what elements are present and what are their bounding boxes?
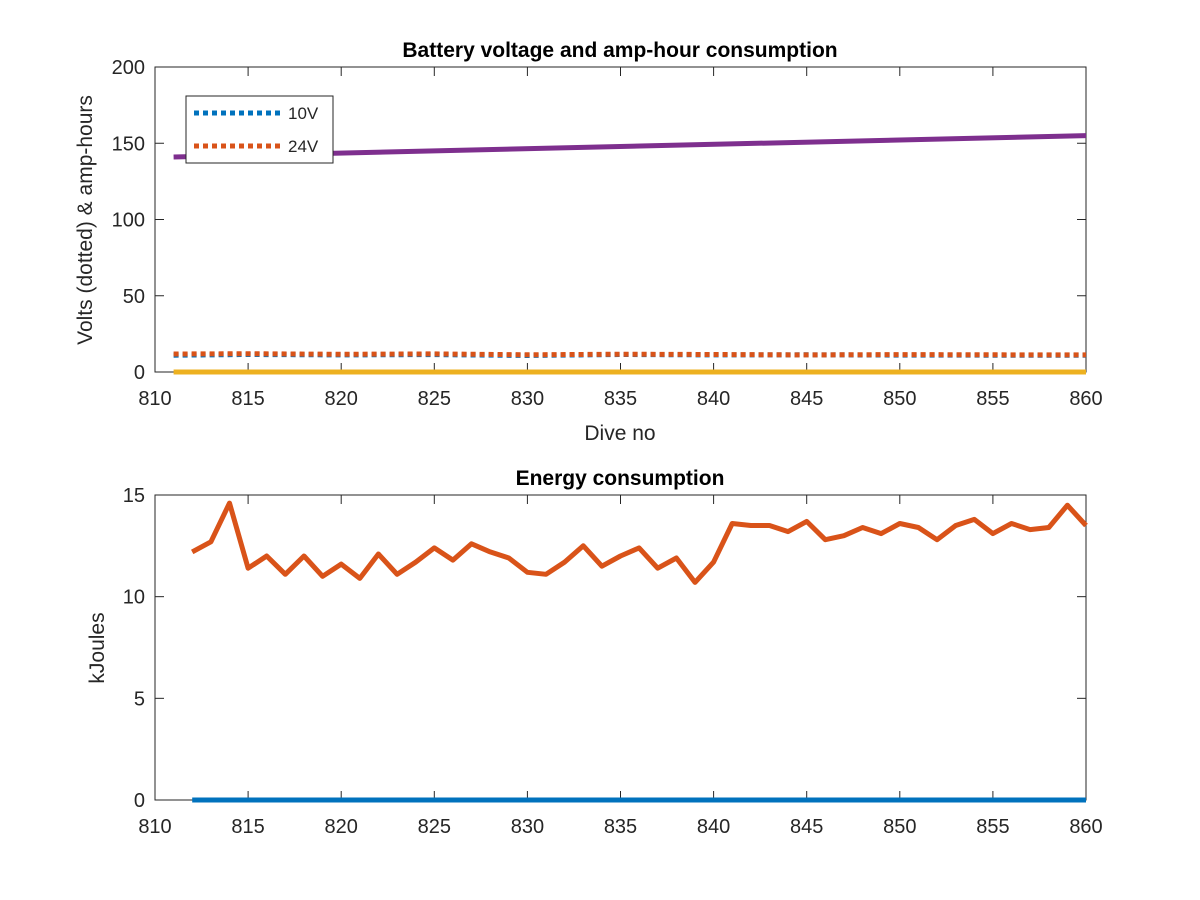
chart-top-series-24v [173,351,1087,358]
chart-top-xtick-label: 845 [790,388,823,410]
chart-bottom-xtick-label: 825 [418,816,451,838]
chart-bottom-ylabel: kJoules [86,612,109,683]
chart-top-xtick-label: 835 [604,388,637,410]
chart-bottom-plot-area [154,494,1087,801]
chart-bottom-xtick-label: 860 [1069,816,1102,838]
chart-top-ytick-label: 0 [134,362,145,384]
chart-bottom-ytick-label: 15 [123,485,145,507]
legend-label-24v: 24V [288,137,319,156]
chart-top-xtick-label: 860 [1069,388,1102,410]
chart-bottom-series-line-1 [191,500,1088,585]
chart-top-xtick-label: 815 [231,388,264,410]
chart-bottom-xtick-label: 820 [325,816,358,838]
chart-bottom-ytick-label: 10 [123,587,145,609]
chart-top: Battery voltage and amp-hour consumption… [74,39,1103,445]
chart-top-ticks: 810 815 820 825 830 835 840 845 850 855 860 0 50 100 1… [112,57,1103,410]
chart-top-xtick-label: 820 [325,388,358,410]
chart-top-xlabel: Dive no [584,422,655,445]
chart-top-ytick-label: 200 [112,57,145,79]
chart-bottom-xtick-label: 835 [604,816,637,838]
chart-top-xtick-label: 855 [976,388,1009,410]
chart-bottom-series [191,500,1088,803]
legend-box [185,95,334,164]
chart-top-ytick-label: 150 [112,133,145,155]
chart-bottom-xtick-label: 850 [883,816,916,838]
chart-top-xtick-label: 810 [138,388,171,410]
chart-top-xtick-label: 850 [883,388,916,410]
chart-bottom-xtick-label: 840 [697,816,730,838]
chart-top-ytick-label: 50 [123,286,145,308]
chart-bottom-ytick-label: 0 [134,790,145,812]
chart-bottom-ticks: 810 815 820 825 830 835 840 845 850 855 860 0 5 10 15 [123,485,1103,838]
chart-top-xtick-label: 840 [697,388,730,410]
chart-bottom-xtick-label: 810 [138,816,171,838]
chart-top-xtick-label: 825 [418,388,451,410]
chart-top-legend: 10V 24V [185,95,334,164]
chart-bottom-ytick-label: 5 [134,688,145,710]
chart-top-xtick-label: 830 [511,388,544,410]
chart-top-ylabel: Volts (dotted) & amp-hours [74,95,97,345]
legend-label-10v: 10V [288,104,319,123]
chart-top-ytick-label: 100 [112,210,145,232]
chart-top-title: Battery voltage and amp-hour consumption [402,39,837,62]
chart-bottom-xtick-label: 845 [790,816,823,838]
chart-bottom: Energy consumption 810 815 820 825 830 835 840… [86,467,1103,838]
chart-bottom-xtick-label: 855 [976,816,1009,838]
chart-bottom-title: Energy consumption [516,467,725,490]
chart-bottom-xtick-label: 830 [511,816,544,838]
chart-bottom-xtick-label: 815 [231,816,264,838]
